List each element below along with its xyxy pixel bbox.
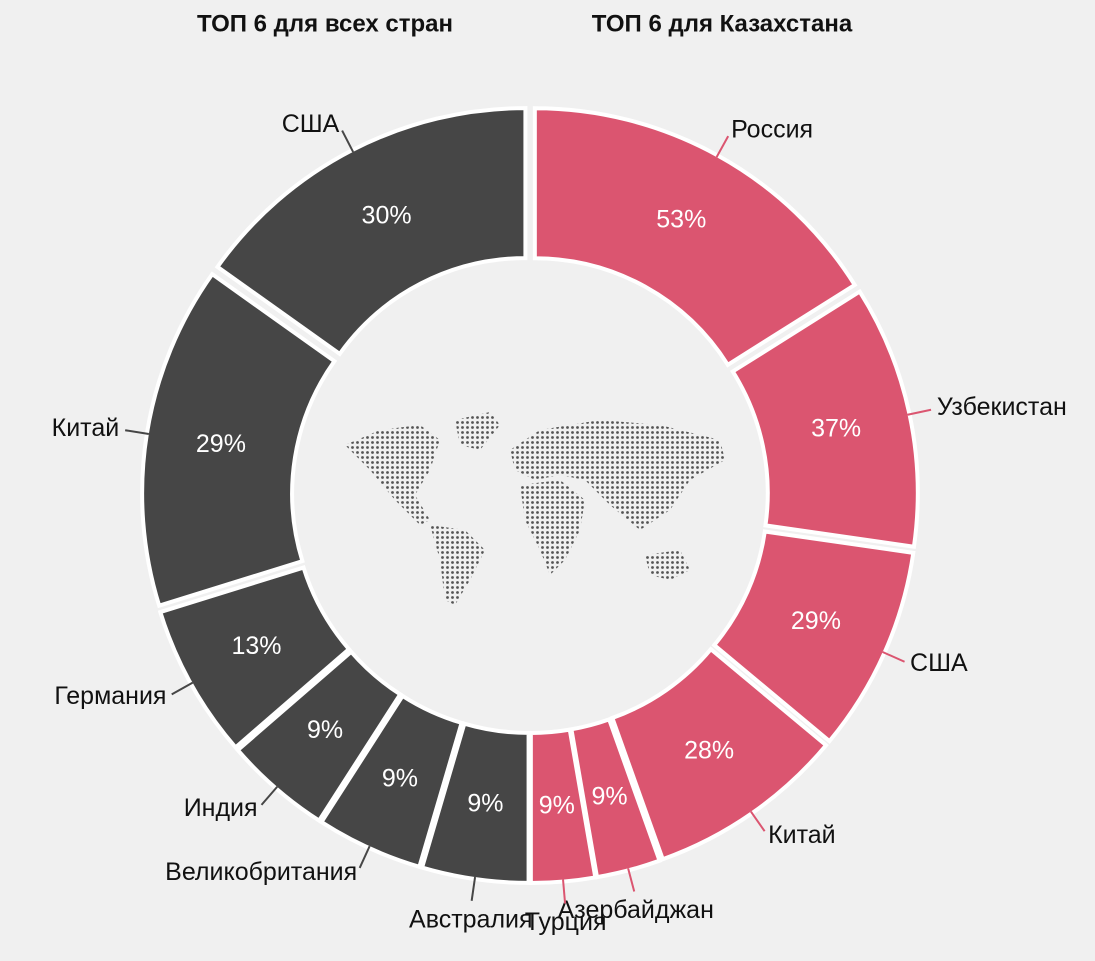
value-label: 28% [684, 736, 734, 764]
donut-segment [214, 106, 528, 357]
value-label: 53% [656, 206, 706, 234]
leader-line [124, 429, 150, 435]
category-label: Узбекистан [937, 393, 1067, 421]
category-label: Индия [184, 794, 258, 822]
leader-line [171, 681, 194, 696]
donut-segment [140, 271, 338, 609]
category-label: Россия [731, 115, 813, 143]
leader-line [715, 135, 730, 158]
category-label: Австралия [409, 905, 533, 933]
value-label: 13% [231, 632, 281, 660]
donut-segment [234, 649, 403, 824]
leader-line [627, 868, 636, 892]
value-label: 30% [362, 201, 412, 229]
value-label: 9% [307, 716, 343, 744]
world-map [345, 412, 725, 605]
value-label: 37% [811, 415, 861, 443]
value-label: 29% [196, 430, 246, 458]
category-label: Азербайджан [558, 896, 714, 924]
leader-line [562, 879, 567, 904]
donut-segment [729, 288, 920, 549]
leader-line [882, 651, 905, 663]
donut-segment [532, 106, 858, 368]
category-label: Китай [768, 821, 836, 849]
leader-line [341, 130, 355, 153]
donut-segment [528, 727, 598, 885]
category-label: Турция [525, 908, 607, 936]
value-label: 9% [539, 791, 575, 819]
leader-line [907, 408, 932, 416]
leader-line [260, 786, 278, 806]
value-label: 9% [592, 782, 628, 810]
category-label: Китай [52, 414, 120, 442]
donut-segment [157, 565, 352, 751]
donut-segment [318, 693, 465, 870]
value-label: 9% [467, 789, 503, 817]
donut-segment [609, 646, 829, 862]
category-label: США [910, 649, 968, 677]
category-label: Великобритания [165, 858, 357, 886]
value-label: 9% [382, 764, 418, 792]
chart-title: ТОП 6 для Казахстана [592, 10, 853, 37]
category-label: США [282, 110, 340, 138]
leader-line [750, 810, 766, 832]
leader-line [358, 845, 371, 869]
chart-title: ТОП 6 для всех стран [197, 10, 453, 37]
category-label: Германия [54, 682, 166, 710]
value-label: 29% [791, 607, 841, 635]
leader-line [470, 876, 477, 901]
donut-segment [419, 721, 531, 885]
donut-segment [711, 529, 916, 744]
